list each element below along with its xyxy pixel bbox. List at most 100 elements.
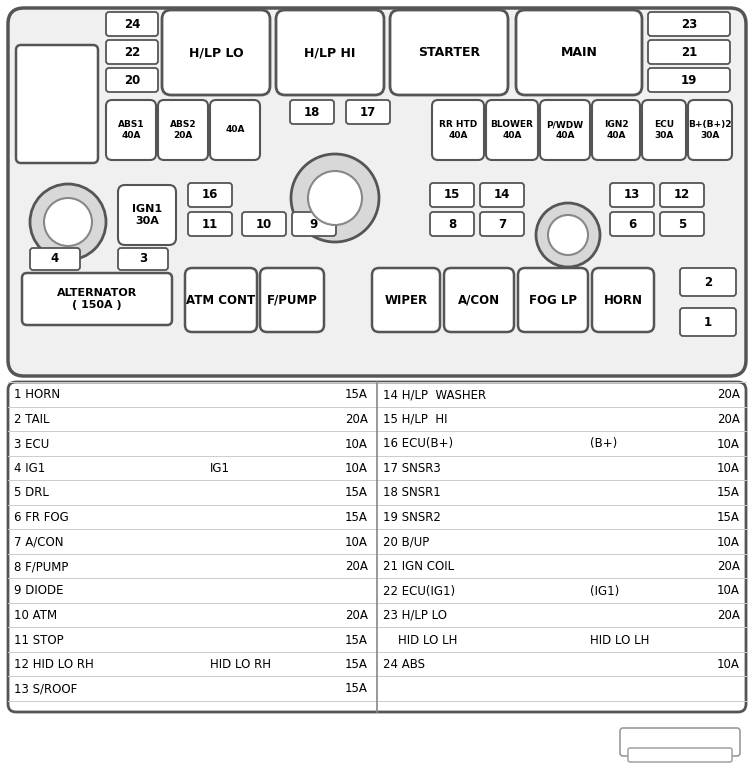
Text: 20A: 20A — [345, 413, 368, 426]
Text: 40A: 40A — [225, 126, 245, 135]
Text: IG1: IG1 — [210, 462, 230, 475]
Text: P/WDW
40A: P/WDW 40A — [547, 120, 584, 139]
Text: ABS1
40A: ABS1 40A — [118, 120, 144, 139]
FancyBboxPatch shape — [540, 100, 590, 160]
FancyBboxPatch shape — [648, 40, 730, 64]
Circle shape — [308, 171, 362, 225]
Text: IGN2
40A: IGN2 40A — [604, 120, 628, 139]
FancyBboxPatch shape — [610, 183, 654, 207]
Text: 7 A/CON: 7 A/CON — [14, 535, 63, 548]
Text: 20 B/UP: 20 B/UP — [383, 535, 429, 548]
Text: 3: 3 — [139, 253, 147, 266]
Text: 13 S/ROOF: 13 S/ROOF — [14, 682, 77, 695]
Text: 15A: 15A — [345, 487, 368, 500]
Text: 21 IGN COIL: 21 IGN COIL — [383, 560, 454, 573]
Text: 17: 17 — [360, 105, 376, 119]
FancyBboxPatch shape — [642, 100, 686, 160]
Text: 8 F/PUMP: 8 F/PUMP — [14, 560, 69, 573]
Text: 6: 6 — [628, 217, 636, 230]
Text: 23: 23 — [681, 18, 697, 31]
Text: 7: 7 — [498, 217, 506, 230]
Text: 10A: 10A — [345, 535, 368, 548]
FancyBboxPatch shape — [188, 183, 232, 207]
Circle shape — [44, 198, 92, 246]
FancyBboxPatch shape — [648, 12, 730, 36]
Text: HID LO RH: HID LO RH — [210, 658, 271, 671]
FancyBboxPatch shape — [260, 268, 324, 332]
Text: 10A: 10A — [717, 437, 740, 450]
Text: 10 ATM: 10 ATM — [14, 609, 57, 622]
FancyBboxPatch shape — [518, 268, 588, 332]
Text: 10A: 10A — [717, 658, 740, 671]
Text: 24 ABS: 24 ABS — [383, 658, 425, 671]
Text: 16 ECU(B+): 16 ECU(B+) — [383, 437, 453, 450]
Text: 10A: 10A — [345, 462, 368, 475]
Text: MAIN: MAIN — [560, 46, 597, 59]
Text: 20A: 20A — [717, 413, 740, 426]
Text: 24: 24 — [124, 18, 140, 31]
Text: ALTERNATOR
( 150A ): ALTERNATOR ( 150A ) — [57, 288, 137, 310]
FancyBboxPatch shape — [660, 183, 704, 207]
FancyBboxPatch shape — [162, 10, 270, 95]
Circle shape — [536, 203, 600, 267]
FancyBboxPatch shape — [688, 100, 732, 160]
Text: (B+): (B+) — [590, 437, 618, 450]
Text: 20A: 20A — [717, 560, 740, 573]
Text: RR HTD
40A: RR HTD 40A — [439, 120, 477, 139]
FancyBboxPatch shape — [680, 308, 736, 336]
Text: 22 ECU(IG1): 22 ECU(IG1) — [383, 584, 455, 598]
Text: 12: 12 — [674, 189, 690, 202]
Text: 11 STOP: 11 STOP — [14, 634, 63, 647]
FancyBboxPatch shape — [346, 100, 390, 124]
FancyBboxPatch shape — [390, 10, 508, 95]
FancyBboxPatch shape — [106, 100, 156, 160]
Text: BLOWER
40A: BLOWER 40A — [491, 120, 533, 139]
Text: 19 SNSR2: 19 SNSR2 — [383, 511, 441, 524]
Text: 20: 20 — [124, 73, 140, 86]
Text: 20A: 20A — [717, 389, 740, 401]
Text: HID LO LH: HID LO LH — [383, 634, 458, 647]
Text: 18: 18 — [304, 105, 320, 119]
FancyBboxPatch shape — [430, 183, 474, 207]
Text: 19: 19 — [681, 73, 697, 86]
FancyBboxPatch shape — [480, 212, 524, 236]
Text: A/CON: A/CON — [458, 293, 500, 306]
Text: 15: 15 — [444, 189, 460, 202]
Text: 1 HORN: 1 HORN — [14, 389, 60, 401]
Text: 10A: 10A — [345, 437, 368, 450]
FancyBboxPatch shape — [610, 212, 654, 236]
Text: WIPER: WIPER — [385, 293, 428, 306]
FancyBboxPatch shape — [106, 12, 158, 36]
FancyBboxPatch shape — [592, 268, 654, 332]
Text: 16: 16 — [202, 189, 218, 202]
FancyBboxPatch shape — [276, 10, 384, 95]
FancyBboxPatch shape — [660, 212, 704, 236]
Text: 20A: 20A — [345, 609, 368, 622]
FancyBboxPatch shape — [290, 100, 334, 124]
Text: 5: 5 — [678, 217, 686, 230]
Text: FOG LP: FOG LP — [529, 293, 577, 306]
Text: 2 TAIL: 2 TAIL — [14, 413, 50, 426]
FancyBboxPatch shape — [8, 382, 746, 712]
Text: 6 FR FOG: 6 FR FOG — [14, 511, 69, 524]
FancyBboxPatch shape — [444, 268, 514, 332]
Text: 15A: 15A — [345, 511, 368, 524]
Circle shape — [30, 184, 106, 260]
Text: 13: 13 — [624, 189, 640, 202]
Text: 17 SNSR3: 17 SNSR3 — [383, 462, 441, 475]
Circle shape — [548, 215, 588, 255]
FancyBboxPatch shape — [118, 248, 168, 270]
Text: 21: 21 — [681, 45, 697, 59]
FancyBboxPatch shape — [628, 748, 732, 762]
FancyBboxPatch shape — [680, 268, 736, 296]
Text: 15A: 15A — [345, 658, 368, 671]
Text: 15A: 15A — [717, 487, 740, 500]
Text: HID LO LH: HID LO LH — [590, 634, 649, 647]
Text: H/LP HI: H/LP HI — [305, 46, 356, 59]
Text: 22: 22 — [124, 45, 140, 59]
Text: 15A: 15A — [345, 389, 368, 401]
FancyBboxPatch shape — [516, 10, 642, 95]
Text: B+(B+)2
30A: B+(B+)2 30A — [688, 120, 731, 139]
FancyBboxPatch shape — [106, 40, 158, 64]
Text: 14 H/LP  WASHER: 14 H/LP WASHER — [383, 389, 486, 401]
